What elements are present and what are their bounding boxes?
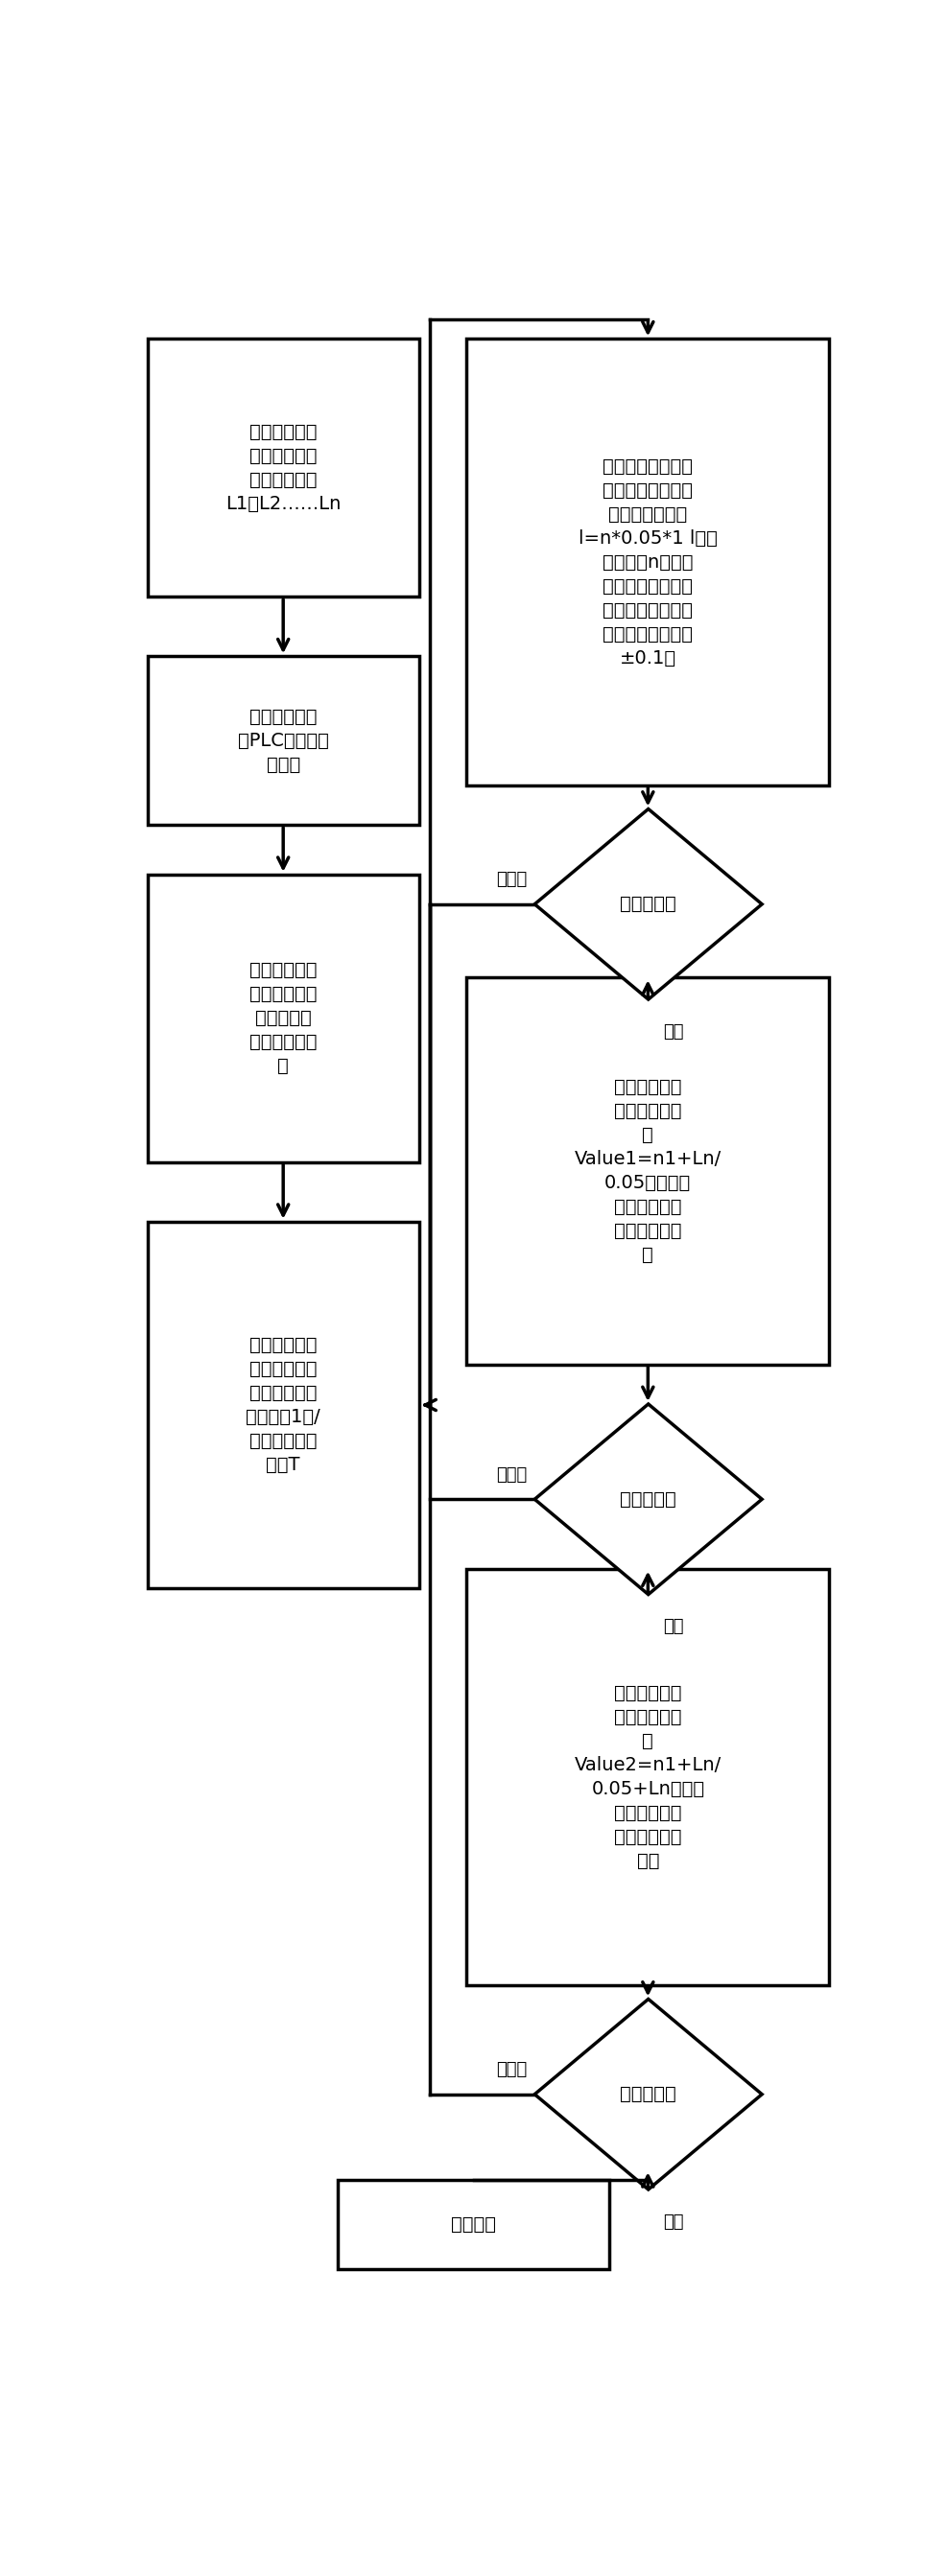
Text: 开始上物料运
行，并查看公
式
Value1=n1+Ln/
0.05计算结果
和实际扭轮偏
转是否按照预
期: 开始上物料运 行，并查看公 式 Value1=n1+Ln/ 0.05计算结果 和… <box>574 1077 722 1265</box>
Text: 开始上物料运
行，并查看公
式
Value2=n1+Ln/
0.05+Ln计算结
果和实际扭轮
回正是否按照
预期: 开始上物料运 行，并查看公 式 Value2=n1+Ln/ 0.05+Ln计算结… <box>574 1685 722 1870</box>
Bar <box>148 873 419 1162</box>
Text: 满足: 满足 <box>662 2213 683 2231</box>
Polygon shape <box>534 809 762 999</box>
Bar <box>466 1569 830 1986</box>
Text: 方法结束: 方法结束 <box>451 2215 497 2233</box>
Polygon shape <box>534 1404 762 1595</box>
Bar <box>148 657 419 824</box>
Text: 测量入口检测
传感器到各级
扭转轮的距离
L1、L2……Ln: 测量入口检测 传感器到各级 扭转轮的距离 L1、L2……Ln <box>225 422 341 513</box>
Text: 根据已知物料长度
校验速度是否达到
要求，按照公式
l=n*0.05*1 l是物
料长度，n为脉冲
值，把物料放入设
备中，看测量值和
实际值偏差是否在
±0.: 根据已知物料长度 校验速度是否达到 要求，按照公式 l=n*0.05*1 l是物… <box>578 456 717 667</box>
Text: 不满足: 不满足 <box>497 1466 527 1484</box>
Text: 结果偏差？: 结果偏差？ <box>621 1489 676 1510</box>
Bar <box>466 340 830 786</box>
Text: 满足: 满足 <box>662 1618 683 1636</box>
Bar <box>339 2179 609 2269</box>
Text: 结果偏差？: 结果偏差？ <box>621 2084 676 2105</box>
Text: 设置扭轮控制
器的参数，电
机铭牌、转
速、加减速时
间: 设置扭轮控制 器的参数，电 机铭牌、转 速、加减速时 间 <box>250 961 317 1074</box>
Text: 调整参数使扭
轮在内的所以
输送机的输送
速度达到1米/
秒，并且周期
时间T: 调整参数使扭 轮在内的所以 输送机的输送 速度达到1米/ 秒，并且周期 时间T <box>246 1337 321 1473</box>
Polygon shape <box>534 1999 762 2190</box>
Bar <box>148 1221 419 1589</box>
Bar <box>466 976 830 1365</box>
Text: 不满足: 不满足 <box>497 871 527 889</box>
Text: 结果偏差？: 结果偏差？ <box>621 894 676 914</box>
Bar <box>148 340 419 598</box>
Text: 满足: 满足 <box>662 1023 683 1041</box>
Text: 将测量数据填
入PLC的相应数
据区中: 将测量数据填 入PLC的相应数 据区中 <box>237 708 328 773</box>
Text: 不满足: 不满足 <box>497 2061 527 2079</box>
